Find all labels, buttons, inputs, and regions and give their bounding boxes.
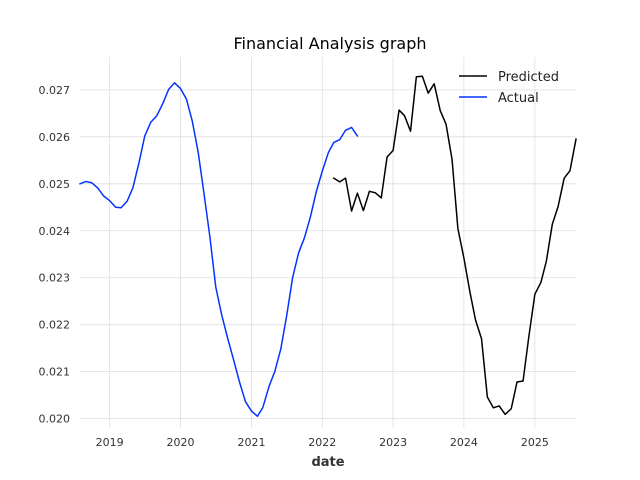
y-tick-label: 0.022 [39, 319, 71, 332]
chart-title: Financial Analysis graph [234, 34, 427, 53]
y-tick-label: 0.026 [39, 131, 71, 144]
legend-label-predicted: Predicted [498, 70, 559, 85]
y-tick-label: 0.023 [39, 272, 71, 285]
x-tick-label: 2021 [237, 436, 265, 449]
x-tick-label: 2019 [96, 436, 124, 449]
legend-label-actual: Actual [498, 91, 539, 106]
x-tick-label: 2024 [450, 436, 478, 449]
y-tick-label: 0.021 [39, 366, 71, 379]
y-tick-label: 0.024 [39, 225, 71, 238]
tick-labels: 0.020 0.021 0.022 0.023 0.024 0.025 0.026 0.027… [39, 84, 549, 449]
x-tick-label: 2022 [308, 436, 336, 449]
x-axis-label: date [311, 455, 344, 470]
y-tick-label: 0.027 [39, 84, 71, 97]
y-tick-label: 0.020 [39, 413, 71, 426]
x-tick-label: 2025 [521, 436, 549, 449]
series-line-predicted [332, 75, 577, 416]
series-lines [79, 75, 577, 418]
x-tick-label: 2020 [166, 436, 194, 449]
legend: Predicted Actual [459, 70, 559, 106]
y-tick-label: 0.025 [39, 178, 71, 191]
series-line-actual [79, 82, 359, 418]
x-tick-label: 2023 [379, 436, 407, 449]
grid-lines [80, 57, 576, 428]
